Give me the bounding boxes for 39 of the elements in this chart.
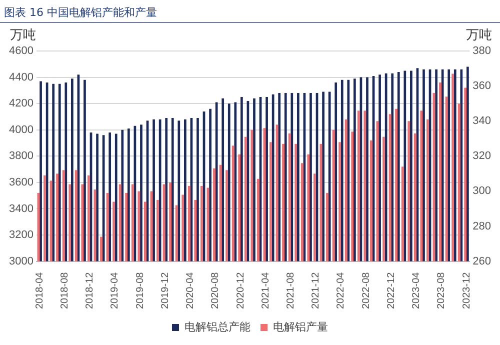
- x-tick-label: 2018-04: [34, 272, 46, 310]
- legend-label: 电解铝总产能: [184, 320, 250, 334]
- y-tick-label: 3400: [8, 202, 34, 215]
- x-tick-label: 2018-08: [59, 272, 70, 310]
- x-tick-label: 2021-12: [310, 272, 322, 310]
- y-tick-label: 4000: [8, 124, 34, 136]
- x-tick-label: 2018-12: [84, 272, 96, 310]
- legend-label: 电解铝产量: [273, 320, 328, 334]
- x-tick-label: 2020-08: [210, 272, 222, 310]
- x-tick-label: 2019-04: [110, 272, 121, 310]
- x-tick-label: 2020-12: [235, 272, 246, 310]
- x-tick-label: 2021-04: [260, 272, 272, 310]
- y2-tick-label: 280: [472, 220, 492, 232]
- x-tick-label: 2023-08: [436, 272, 448, 310]
- x-tick-label: 2023-12: [461, 272, 472, 310]
- y2-tick-label: 380: [472, 45, 492, 58]
- y-tick-label: 4400: [8, 71, 34, 84]
- x-tick-label: 2020-04: [185, 272, 196, 310]
- y-tick-label: 3200: [8, 229, 34, 242]
- y2-tick-label: 320: [472, 150, 492, 162]
- x-tick-label: 2022-08: [360, 272, 372, 310]
- x-tick-label: 2021-08: [285, 272, 296, 310]
- y-tick-label: 3600: [8, 176, 34, 188]
- x-tick-label: 2022-04: [336, 272, 347, 310]
- y-axis-title: 万吨: [10, 28, 36, 43]
- x-tick-label: 2019-12: [160, 272, 171, 310]
- y-tick-label: 4200: [8, 98, 34, 110]
- x-tick-label: 2022-12: [386, 272, 397, 310]
- x-tick-label: 2019-08: [134, 272, 146, 310]
- y2-axis-title: 万吨: [466, 28, 492, 43]
- y2-tick-label: 300: [472, 185, 492, 198]
- y-tick-label: 3000: [8, 255, 34, 268]
- y-tick-label: 4600: [8, 45, 34, 58]
- chart-title: 图表 16 中国电解铝产能和产量: [0, 0, 500, 23]
- y-tick-label: 3800: [8, 150, 34, 162]
- y2-tick-label: 360: [472, 80, 492, 92]
- x-tick-label: 2023-04: [411, 272, 422, 310]
- y2-tick-label: 260: [472, 255, 492, 268]
- y2-tick-label: 340: [472, 115, 492, 128]
